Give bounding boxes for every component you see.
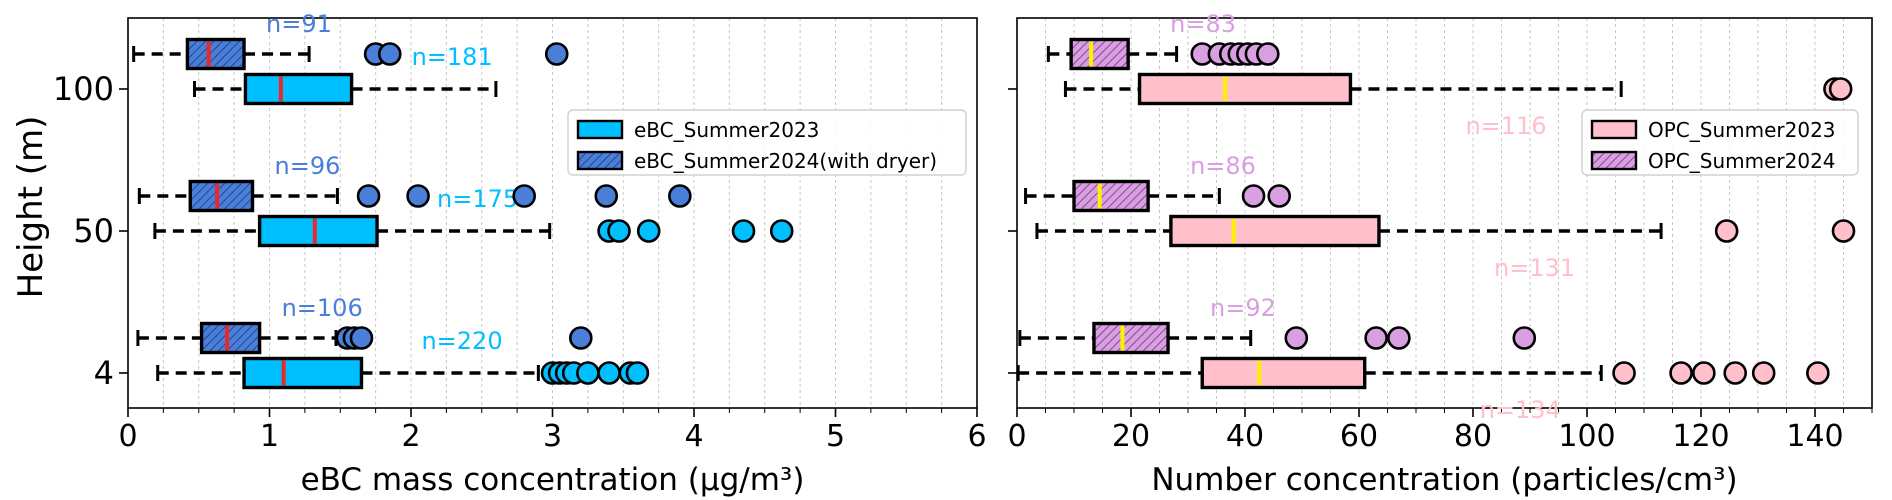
legend-frame [1581,109,1859,176]
box-opc-summer2023-4-outlier [1669,361,1693,385]
x-axis-label: eBC mass concentration (µg/m³) [301,462,805,498]
box-ebc-summer2024-with-dryer-50-n-label: n=96 [275,152,341,180]
box-opc-summer2023-100 [1137,72,1353,106]
x-tick-label: 80 [1454,419,1492,454]
box-ebc-summer2024-with-dryer-50 [188,179,255,213]
box-ebc-summer2023-4-outlier [625,361,650,385]
box-opc-summer2024-4-outlier [1364,326,1388,350]
panel-opc: 0 20 40 60 80 100 120 140 Number concentration (… [1007,10,1873,498]
box-ebc-summer2023-4 [242,356,364,390]
x-tick-label: 20 [1112,419,1150,454]
y-tick-label: 100 [53,70,114,108]
x-tick-label: 0 [118,419,137,454]
legend-swatch-ebc-summer2024-with-dryer [576,150,624,171]
box-ebc-summer2023-50-outlier [769,219,794,243]
box-ebc-summer2024-with-dryer-4-n-label: n=106 [282,294,363,322]
box-ebc-summer2023-100-n-label: n=181 [412,43,493,71]
box-ebc-summer2024-with-dryer-4-outlier [349,326,374,350]
box-opc-summer2023-4-outlier [1806,361,1830,385]
box-opc-summer2024-4-n-label: n=92 [1210,294,1276,322]
x-tick-label: 40 [1226,419,1264,454]
panel-ebc: 0 1 2 3 4 5 6 eBC mass concentration (µg/m³) 4 50… [53,10,987,498]
y-axis-label: Height (m) [11,116,51,299]
x-axis-label: Number concentration (particles/cm³) [1151,462,1737,498]
y-tick-label: 4 [94,354,114,392]
box-ebc-summer2023-4-outlier [576,361,600,385]
box-opc-summer2024-4-outlier [1387,326,1411,350]
x-tick-label: 3 [543,419,562,454]
legend-swatch-ebc-summer2023 [576,119,624,140]
box-ebc-summer2023-50-outlier [731,219,756,243]
box-ebc-summer2024-with-dryer-100-outlier [377,42,402,66]
x-tick-label: 1 [260,419,279,454]
box-ebc-summer2023-50-n-label: n=175 [437,185,518,213]
box-opc-summer2023-4-outlier [1612,361,1636,385]
box-ebc-summer2023-50-outlier [636,219,661,243]
x-tick-label: 4 [684,419,703,454]
box-opc-summer2024-50 [1072,179,1150,213]
box-ebc-summer2024-with-dryer-50-outlier [356,184,381,208]
box-opc-summer2023-50-n-label: n=131 [1494,254,1575,282]
box-opc-summer2023-4 [1200,356,1367,390]
box-opc-summer2023-50-outlier [1714,219,1739,243]
legend: OPC_Summer2023 OPC_Summer2024 [1581,109,1859,176]
box-opc-summer2023-100-outlier [1828,77,1853,101]
legend: eBC_Summer2023 eBC_Summer2024(with dryer) [567,109,967,176]
box-ebc-summer2024-with-dryer-100-outlier [544,42,569,66]
box-opc-summer2023-100-n-label: n=116 [1465,112,1546,140]
box-ebc-summer2023-50-outlier [607,219,631,243]
box-opc-summer2023-50-outlier [1831,219,1856,243]
legend-swatch-opc-summer2024 [1590,150,1638,171]
x-tick-label: 2 [401,419,420,454]
box-ebc-summer2024-with-dryer-4 [199,321,262,355]
box-ebc-summer2023-4-n-label: n=220 [421,327,502,355]
box-opc-summer2024-100 [1069,37,1130,71]
box-opc-summer2023-50 [1169,214,1381,248]
box-ebc-summer2024-with-dryer-50-outlier [406,184,430,208]
x-tick-label: 6 [967,419,986,454]
box-opc-summer2024-50-outlier [1241,184,1266,208]
legend-label-opc-summer2023: OPC_Summer2023 [1648,118,1836,142]
box-ebc-summer2024-with-dryer-100-n-label: n=91 [266,10,332,38]
box-opc-summer2024-100-n-label: n=83 [1170,10,1236,38]
box-opc-summer2023-4-outlier [1692,361,1716,385]
legend-swatch-opc-summer2023 [1590,119,1638,140]
x-tick-label: 5 [826,419,845,454]
x-tick-label: 140 [1786,419,1843,454]
box-ebc-summer2024-with-dryer-4-outlier [568,326,593,350]
box-opc-summer2023-4-n-label: n=134 [1480,396,1561,424]
box-opc-summer2024-4-outlier [1512,326,1537,350]
box-ebc-summer2023-100 [243,72,354,106]
box-opc-summer2024-50-n-label: n=86 [1190,152,1256,180]
box-opc-summer2024-4-outlier [1284,326,1309,350]
box-ebc-summer2024-with-dryer-100 [185,37,246,71]
x-tick-label: 60 [1340,419,1378,454]
box-ebc-summer2023-4-outlier [597,361,621,385]
box-opc-summer2023-4-outlier [1751,361,1776,385]
box-ebc-summer2024-with-dryer-50-outlier [668,184,692,208]
legend-frame [567,109,967,176]
legend-label-opc-summer2024: OPC_Summer2024 [1648,149,1836,173]
box-opc-summer2024-100-outlier [1256,42,1280,66]
y-tick-label: 50 [73,212,114,250]
legend-label-ebc-summer2023: eBC_Summer2023 [634,118,819,142]
box-opc-summer2024-50-outlier [1267,184,1291,208]
box-ebc-summer2023-50 [257,214,379,248]
legend-label-ebc-summer2024-with-dryer: eBC_Summer2024(with dryer) [634,149,937,173]
box-opc-summer2023-4-outlier [1723,361,1747,385]
box-ebc-summer2024-with-dryer-50-outlier [594,184,619,208]
x-tick-label: 100 [1558,419,1615,454]
x-tick-label: 0 [1007,419,1026,454]
box-opc-summer2024-4 [1092,321,1170,355]
box-ebc-summer2024-with-dryer-50-outlier [512,184,537,208]
x-tick-label: 120 [1672,419,1729,454]
